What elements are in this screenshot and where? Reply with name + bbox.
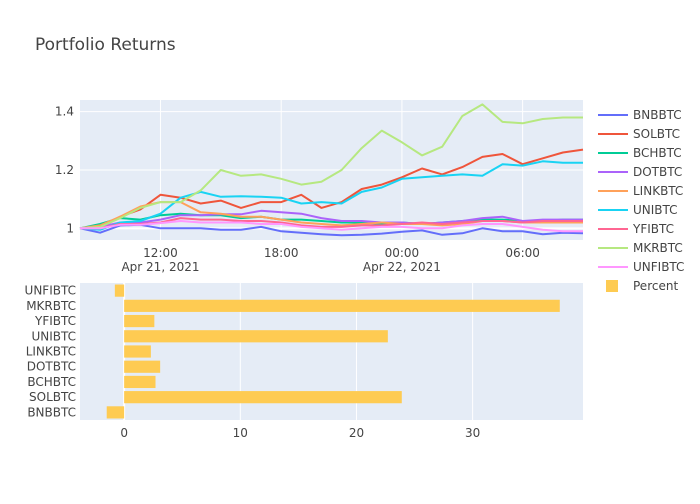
bar-y-tick-label: UNIBTC (31, 329, 76, 343)
bar-solbtc (124, 391, 402, 404)
bar-y-tick-label: UNFIBTC (25, 284, 76, 298)
bar-x-tick-label: 10 (233, 426, 248, 440)
line-x-tick-label: 18:00 (264, 246, 299, 260)
series-line-unibtc (79, 160, 583, 231)
chart-title: Portfolio Returns (35, 35, 176, 55)
bar-y-tick-label: BCHBTC (27, 375, 76, 389)
line-x-date-label: Apr 22, 2021 (363, 260, 441, 274)
bar-y-tick-label: YFIBTC (34, 314, 76, 328)
series-line-bnbbtc (79, 223, 584, 237)
legend-label-linkbtc: LINKBTC (633, 184, 683, 198)
legend-label-bnbbtc: BNBBTC (633, 108, 682, 122)
bar-linkbtc (124, 345, 151, 358)
bar-y-tick-label: MKRBTC (26, 299, 76, 313)
line-y-tick-label: 1 (66, 221, 74, 235)
bar-unibtc (124, 330, 388, 343)
series-line-dotbtc (79, 209, 583, 230)
bar-yfibtc (124, 314, 155, 328)
bar-y-tick-label: DOTBTC (27, 360, 76, 374)
legend: BNBBTC SOLBTC BCHBTC DOTBTC LINKBTC UNIBTC YFI… (598, 108, 684, 293)
bar-y-tick-label: SOLBTC (29, 390, 76, 404)
line-series-group (79, 103, 584, 237)
line-x-ticks: 12:00 18:00 00:00 06:00 Apr 21, 2021 Apr 22, … (121, 246, 539, 274)
line-y-tick-label: 1.4 (55, 105, 74, 119)
line-x-tick-label: 06:00 (505, 246, 540, 260)
bar-x-tick-label: 30 (465, 426, 480, 440)
bar-unfibtc (114, 284, 125, 297)
bar-dotbtc (124, 360, 161, 373)
bar-x-ticks: 0 10 20 30 (120, 426, 480, 440)
bar-series-group (106, 284, 560, 419)
bar-y-tick-label: LINKBTC (26, 345, 76, 359)
series-line-bchbtc (79, 212, 583, 230)
series-line-mkrbtc (79, 103, 583, 230)
bar-x-tick-label: 0 (120, 426, 128, 440)
legend-label-yfibtc: YFIBTC (632, 222, 674, 236)
legend-swatch-percent (606, 280, 618, 292)
line-y-tick-label: 1.2 (55, 163, 74, 177)
series-line-unfibtc (80, 220, 583, 233)
line-x-date-label: Apr 21, 2021 (121, 260, 199, 274)
line-x-tick-label: 12:00 (143, 246, 178, 260)
legend-label-unibtc: UNIBTC (633, 203, 678, 217)
bar-bchbtc (124, 375, 156, 389)
bar-x-tick-label: 20 (349, 426, 364, 440)
bar-y-tick-label: BNBBTC (27, 405, 76, 419)
line-x-tick-label: 00:00 (385, 246, 420, 260)
legend-label-bchbtc: BCHBTC (633, 146, 682, 160)
legend-label-unfibtc: UNFIBTC (633, 260, 684, 274)
legend-label-dotbtc: DOTBTC (633, 165, 682, 179)
series-line-solbtc (79, 148, 584, 230)
legend-label-percent: Percent (633, 279, 678, 293)
bar-bnbbtc (106, 406, 125, 419)
legend-label-mkrbtc: MKRBTC (633, 241, 683, 255)
line-y-ticks: 1 1.2 1.4 (55, 105, 74, 236)
bar-mkrbtc (124, 299, 560, 312)
legend-label-solbtc: SOLBTC (633, 127, 680, 141)
